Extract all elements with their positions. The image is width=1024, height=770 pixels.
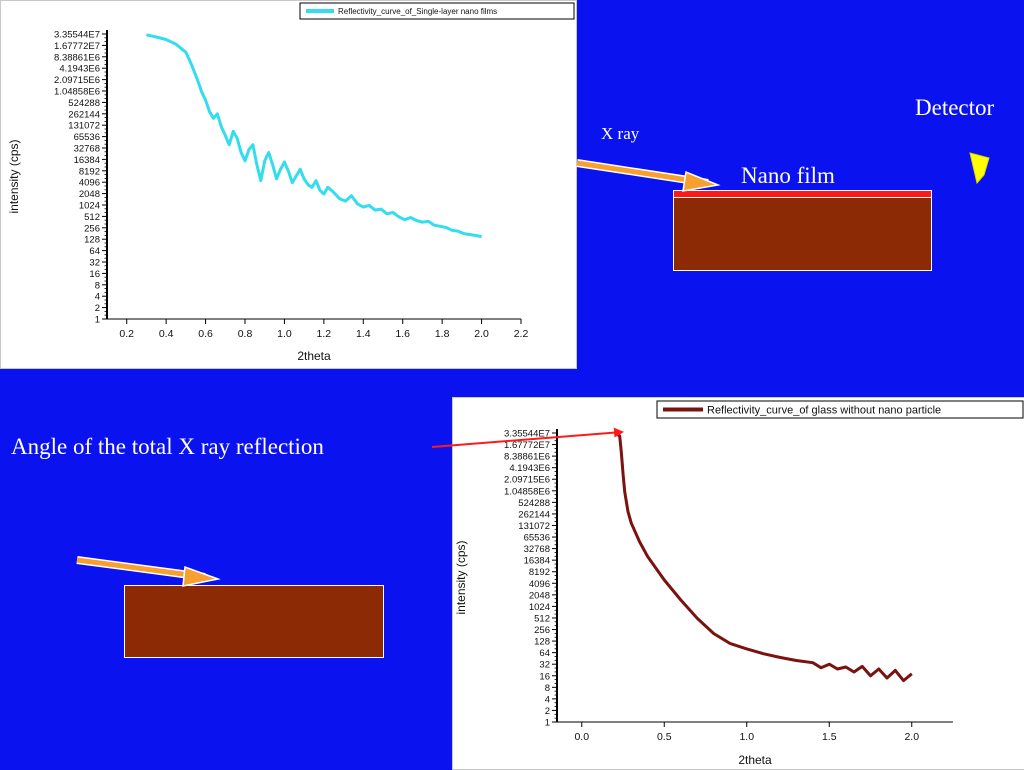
y-axis-label: intensity (cps)	[7, 139, 21, 213]
substrate-with-film	[673, 197, 932, 271]
y-tick-label: 1.04858E6	[54, 87, 100, 98]
y-tick-label: 32	[89, 258, 100, 269]
y-tick-label: 2	[95, 303, 100, 314]
x-axis-label: 2theta	[297, 349, 331, 363]
x-tick-label: 2.0	[904, 731, 919, 743]
glass-substrate	[124, 585, 384, 658]
x-tick-label: 1.8	[435, 328, 450, 340]
x-tick-label: 1.0	[739, 731, 754, 743]
y-tick-label: 65536	[524, 533, 550, 544]
y-tick-label: 1024	[529, 602, 550, 613]
angle-label: Angle of the total X ray reflection	[11, 434, 324, 459]
legend-box	[299, 2, 575, 20]
x-tick-label: 0.0	[574, 731, 589, 743]
y-tick-label: 3.35544E7	[54, 30, 100, 41]
y-tick-label: 128	[84, 235, 100, 246]
y-tick-label: 8	[95, 280, 100, 291]
y-tick-label: 4	[545, 694, 550, 705]
y-tick-label: 1.67772E7	[54, 41, 100, 52]
x-tick-label: 0.5	[657, 731, 672, 743]
x-tick-label: 0.4	[159, 328, 174, 340]
y-tick-label: 131072	[68, 121, 100, 132]
y-tick-label: 1024	[79, 201, 100, 212]
chart-single-layer-svg: 3.35544E71.67772E78.38861E64.1943E62.097…	[7, 2, 575, 363]
detector-label: Detector	[915, 95, 995, 120]
y-tick-label: 8.38861E6	[504, 452, 550, 463]
y-tick-label: 16384	[74, 155, 100, 166]
y-tick-label: 131072	[518, 521, 550, 532]
y-tick-label: 32768	[74, 144, 100, 155]
y-tick-label: 1	[95, 315, 100, 326]
y-tick-label: 1.04858E6	[504, 486, 550, 497]
legend-label: Reflectivity_curve_of glass without nano…	[707, 404, 941, 416]
y-tick-label: 2048	[79, 189, 100, 200]
y-tick-label: 4.1943E6	[509, 463, 550, 474]
xray-beam-arrow-top	[576, 159, 709, 187]
y-tick-label: 4.1943E6	[59, 64, 100, 75]
x-tick-label: 0.6	[198, 328, 213, 340]
chart-glass-svg: 3.35544E71.67772E78.38861E64.1943E62.097…	[454, 400, 1024, 767]
x-tick-label: 1.0	[277, 328, 292, 340]
y-tick-label: 4096	[529, 579, 550, 590]
y-tick-label: 16384	[524, 556, 550, 567]
x-tick-label: 1.2	[317, 328, 332, 340]
y-tick-label: 128	[534, 637, 550, 648]
y-tick-label: 1.67772E7	[504, 440, 550, 451]
nano-film-label: Nano film	[741, 163, 835, 188]
y-tick-label: 16	[539, 671, 550, 682]
x-axis-label: 2theta	[738, 753, 772, 767]
y-tick-label: 256	[534, 625, 550, 636]
y-tick-label: 32768	[524, 544, 550, 555]
xray-beam-arrowhead-bottom	[182, 565, 221, 587]
x-tick-label: 1.6	[395, 328, 410, 340]
xray-beam-arrow-bottom	[76, 556, 206, 581]
y-tick-label: 3.35544E7	[504, 429, 550, 440]
y-tick-label: 2048	[529, 590, 550, 601]
y-tick-label: 512	[534, 613, 550, 624]
legend-label: Reflectivity_curve_of_Single-layer nano …	[338, 7, 497, 16]
series-line	[614, 431, 913, 683]
y-tick-label: 262144	[518, 509, 550, 520]
y-tick-label: 8.38861E6	[54, 52, 100, 63]
y-tick-label: 524288	[518, 498, 550, 509]
y-tick-label: 1	[545, 718, 550, 729]
y-tick-label: 8	[545, 683, 550, 694]
xray-beam-arrowhead-top	[682, 170, 721, 192]
y-tick-label: 2.09715E6	[504, 475, 550, 486]
x-tick-label: 2.2	[514, 328, 529, 340]
detector-icon	[969, 152, 990, 185]
y-tick-label: 64	[89, 246, 100, 257]
y-tick-label: 64	[539, 648, 550, 659]
chart-single-layer: 3.35544E7 1.67772E7 8.38861E6 4.1943E6 2.097…	[0, 0, 577, 369]
y-tick-label: 524288	[68, 98, 100, 109]
y-tick-label: 32	[539, 660, 550, 671]
y-tick-label: 4	[95, 292, 100, 303]
y-tick-label: 262144	[68, 109, 100, 120]
y-tick-label: 256	[84, 223, 100, 234]
xray-label: X ray	[601, 124, 640, 143]
y-tick-label: 512	[84, 212, 100, 223]
legend-box	[656, 400, 1024, 419]
y-axis-label: intensity (cps)	[454, 540, 468, 614]
y-tick-label: 8192	[79, 166, 100, 177]
x-tick-label: 0.2	[119, 328, 134, 340]
nano-film-layer	[673, 190, 932, 198]
y-tick-label: 2	[545, 706, 550, 717]
y-tick-label: 16	[89, 269, 100, 280]
y-tick-label: 2.09715E6	[54, 75, 100, 86]
x-tick-label: 1.4	[356, 328, 371, 340]
series-line	[146, 33, 482, 239]
x-tick-label: 1.5	[822, 731, 837, 743]
y-tick-label: 8192	[529, 567, 550, 578]
x-tick-label: 2.0	[474, 328, 489, 340]
y-tick-label: 4096	[79, 178, 100, 189]
y-tick-label: 65536	[74, 132, 100, 143]
x-tick-label: 0.8	[238, 328, 253, 340]
chart-glass: 3.35544E7 1.67772E7 8.38861E6 4.1943E6 2.097…	[452, 397, 1024, 770]
